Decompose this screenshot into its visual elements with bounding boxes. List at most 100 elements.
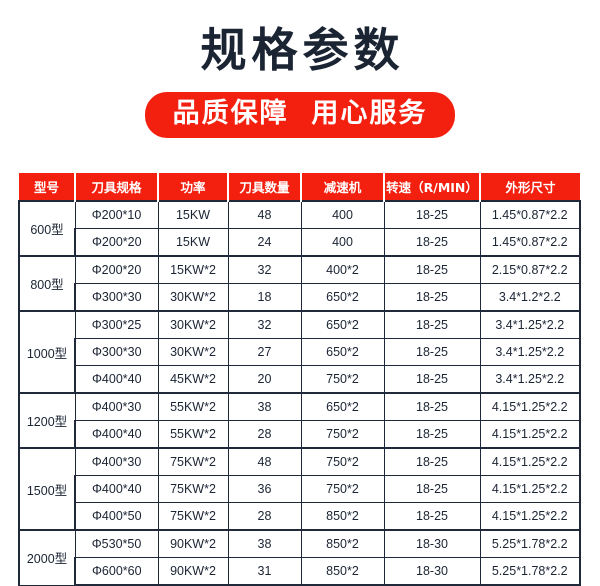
column-header-6: 外形尺寸: [479, 173, 580, 201]
cell-power: 30KW*2: [157, 283, 229, 312]
column-header-5: 转速（R/MIN）: [383, 173, 481, 201]
cell-spec: Φ530*50: [74, 529, 159, 558]
cell-count: 48: [227, 447, 302, 476]
cell-speed: 18-25: [383, 447, 481, 476]
cell-size: 1.45*0.87*2.2: [479, 200, 581, 229]
cell-reducer: 400*2: [300, 255, 385, 284]
cell-speed: 18-25: [383, 200, 481, 229]
cell-spec: Φ400*30: [74, 447, 159, 476]
model-group-label: 800型: [18, 255, 76, 312]
model-group-label: 2000型: [18, 529, 76, 586]
column-header-3: 刀具数量: [227, 173, 302, 201]
table-row: 2000型 Φ530*50 90KW*2 38 850*2 18-30 5.25*1.78*…: [18, 529, 581, 586]
cell-count: 31: [227, 557, 302, 586]
cell-count: 20: [227, 365, 302, 394]
cell-size: 4.15*1.25*2.2: [479, 447, 581, 476]
cell-spec: Φ300*30: [74, 338, 159, 366]
cell-reducer: 850*2: [300, 502, 385, 531]
cell-power: 45KW*2: [157, 365, 229, 394]
cell-count: 32: [227, 255, 302, 284]
cell-reducer: 650*2: [300, 283, 385, 312]
cell-speed: 18-25: [383, 420, 481, 449]
cell-count: 18: [227, 283, 302, 312]
table-row: Φ200*20 15KW 24 400 18-25 1.45*0.87*2.2: [19, 228, 581, 257]
column-header-2: 功率: [157, 173, 229, 201]
cell-spec: Φ400*30: [74, 392, 159, 421]
cell-speed: 18-25: [383, 392, 481, 421]
cell-reducer: 650*2: [300, 392, 385, 421]
cell-spec: Φ200*20: [74, 255, 159, 284]
cell-power: 15KW*2: [157, 255, 229, 284]
cell-reducer: 650*2: [300, 310, 385, 339]
cell-power: 75KW*2: [157, 447, 229, 476]
cell-speed: 18-25: [383, 283, 481, 312]
table-row: Φ300*30 30KW*2 27 650*2 18-25 3.4*1.25*2.2: [19, 338, 581, 366]
model-group-label: 1000型: [18, 310, 76, 394]
cell-reducer: 750*2: [300, 420, 385, 449]
model-group-label: 600型: [18, 200, 76, 257]
cell-count: 27: [227, 338, 302, 366]
cell-size: 3.4*1.25*2.2: [479, 338, 581, 366]
cell-power: 15KW: [157, 200, 229, 229]
cell-spec: Φ600*60: [74, 557, 159, 586]
cell-size: 4.15*1.25*2.2: [479, 475, 581, 503]
table-row: 1000型 Φ300*25 30KW*2 32 650*2 18-25 3.4*1.25*2…: [18, 310, 581, 394]
cell-reducer: 650*2: [300, 338, 385, 366]
spec-table-container: 型号 刀具规格 功率 刀具数量 减速机 转速（R/MIN） 外形尺寸 600型 Φ200*10…: [18, 173, 581, 586]
cell-power: 30KW*2: [157, 310, 229, 339]
cell-spec: Φ400*40: [74, 365, 159, 394]
cell-speed: 18-30: [383, 557, 481, 586]
cell-spec: Φ300*30: [74, 283, 159, 312]
cell-speed: 18-25: [383, 228, 481, 257]
cell-spec: Φ200*10: [74, 200, 159, 229]
cell-size: 4.15*1.25*2.2: [479, 392, 581, 421]
page-title: 规格参数: [200, 23, 405, 77]
cell-count: 38: [227, 392, 302, 421]
cell-power: 75KW*2: [157, 475, 229, 503]
cell-power: 55KW*2: [157, 392, 229, 421]
cell-spec: Φ400*40: [74, 420, 159, 449]
cell-size: 4.15*1.25*2.2: [479, 502, 581, 531]
table-row: Φ300*30 30KW*2 18 650*2 18-25 3.4*1.2*2.2: [19, 283, 581, 312]
cell-spec: Φ400*50: [74, 502, 159, 531]
table-row: 600型 Φ200*10 15KW 48 400 18-25 1.45*0.87*2.2: [18, 200, 581, 257]
column-header-4: 减速机: [300, 173, 385, 201]
slogan-badge-container: 品质保障 用心服务: [0, 92, 600, 138]
cell-spec: Φ300*25: [74, 310, 159, 339]
cell-power: 15KW: [157, 228, 229, 257]
cell-count: 36: [227, 475, 302, 503]
table-row: 1200型 Φ400*30 55KW*2 38 650*2 18-25 4.15*1.25*…: [18, 392, 581, 449]
model-group-label: 1200型: [18, 392, 76, 449]
cell-speed: 18-25: [383, 338, 481, 366]
table-row: Φ600*60 90KW*2 31 850*2 18-30 5.25*1.78*2.2: [19, 557, 581, 586]
cell-speed: 18-25: [383, 310, 481, 339]
cell-power: 75KW*2: [157, 502, 229, 531]
cell-size: 5.25*1.78*2.2: [479, 557, 581, 586]
slogan-badge: 品质保障 用心服务: [144, 92, 456, 138]
cell-reducer: 750*2: [300, 447, 385, 476]
column-header-0: 型号: [19, 173, 76, 201]
cell-count: 48: [227, 200, 302, 229]
cell-size: 2.15*0.87*2.2: [479, 255, 581, 284]
cell-spec: Φ400*40: [74, 475, 159, 503]
model-group-label: 1500型: [18, 447, 76, 531]
cell-size: 3.4*1.2*2.2: [479, 283, 581, 312]
cell-count: 28: [227, 502, 302, 531]
cell-speed: 18-25: [383, 502, 481, 531]
table-row: Φ400*40 55KW*2 28 750*2 18-25 4.15*1.25*2.2: [19, 420, 581, 449]
table-row: Φ400*40 75KW*2 36 750*2 18-25 4.15*1.25*2.2: [19, 475, 581, 503]
cell-reducer: 850*2: [300, 557, 385, 586]
cell-size: 3.4*1.25*2.2: [479, 310, 581, 339]
cell-power: 30KW*2: [157, 338, 229, 366]
cell-reducer: 750*2: [300, 475, 385, 503]
column-header-1: 刀具规格: [74, 173, 159, 201]
cell-reducer: 850*2: [300, 529, 385, 558]
cell-reducer: 400: [300, 200, 385, 229]
table-row: 800型 Φ200*20 15KW*2 32 400*2 18-25 2.15*0.87*2…: [18, 255, 581, 312]
table-row: 1500型 Φ400*30 75KW*2 48 750*2 18-25 4.15*1.25*…: [18, 447, 581, 531]
cell-spec: Φ200*20: [74, 228, 159, 257]
spec-table-body: 600型 Φ200*10 15KW 48 400 18-25 1.45*0.87*2.2 Φ2…: [18, 200, 581, 586]
table-header-row: 型号 刀具规格 功率 刀具数量 减速机 转速（R/MIN） 外形尺寸: [19, 173, 580, 201]
spec-table-header: 型号 刀具规格 功率 刀具数量 减速机 转速（R/MIN） 外形尺寸: [19, 173, 580, 201]
cell-reducer: 750*2: [300, 365, 385, 394]
